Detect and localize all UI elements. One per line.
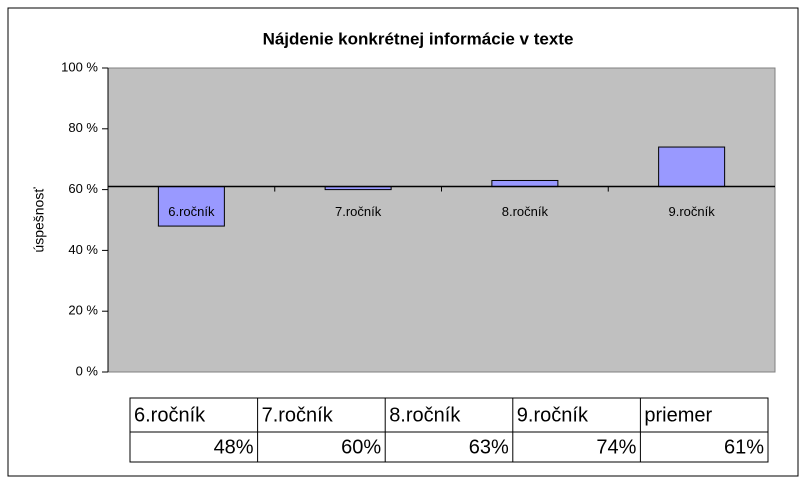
- table-value: 63%: [469, 436, 509, 458]
- y-tick-label: 80 %: [68, 120, 98, 135]
- data-table: [129, 397, 769, 463]
- x-tick-label: 8.ročník: [502, 204, 549, 219]
- table-value: 61%: [724, 436, 764, 458]
- x-tick-label: 6.ročník: [168, 204, 215, 219]
- x-tick-label: 7.ročník: [335, 204, 382, 219]
- table-header: 6.ročník: [134, 404, 206, 426]
- y-tick-label: 60 %: [68, 181, 98, 196]
- table-value: 74%: [596, 436, 636, 458]
- table-header: priemer: [644, 404, 712, 426]
- y-tick-label: 100 %: [61, 59, 98, 74]
- bar: [491, 179, 559, 188]
- x-tick-label: 9.ročník: [669, 204, 716, 219]
- table-value: 48%: [214, 436, 254, 458]
- bar: [157, 186, 225, 227]
- table-value: 60%: [341, 436, 381, 458]
- y-axis-label: úspešnosť: [31, 187, 47, 253]
- y-tick-label: 0 %: [76, 363, 99, 378]
- y-tick-label: 20 %: [68, 303, 98, 318]
- y-tick-label: 40 %: [68, 242, 98, 257]
- bar: [658, 146, 726, 188]
- table-header: 7.ročník: [262, 404, 334, 426]
- table-header: 8.ročník: [389, 404, 461, 426]
- chart-title: Nájdenie konkrétnej informácie v texte: [263, 29, 574, 48]
- table-header: 9.ročník: [517, 404, 589, 426]
